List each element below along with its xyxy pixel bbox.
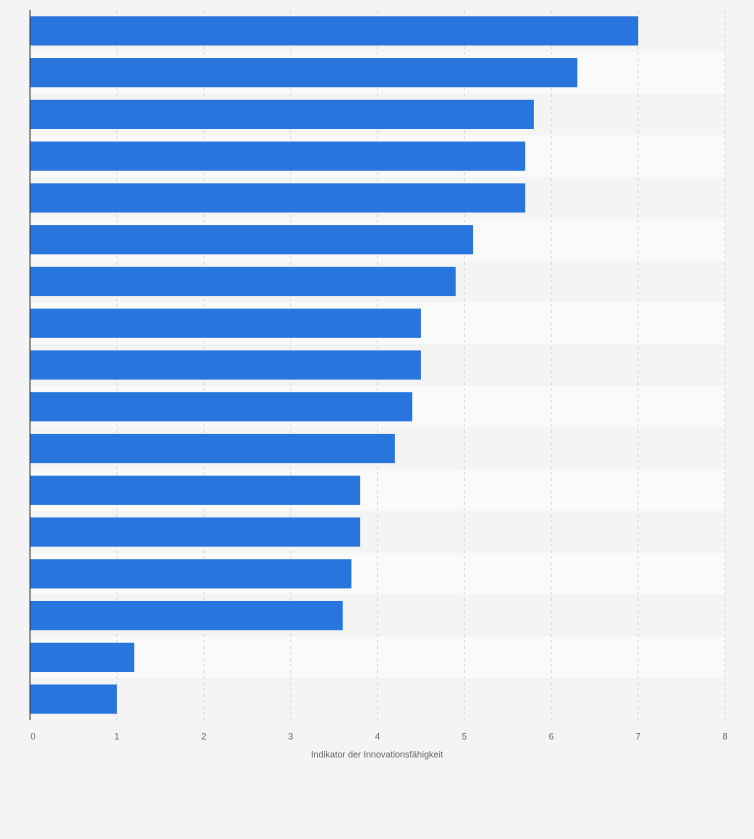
bar bbox=[30, 141, 526, 171]
x-tick-label: 3 bbox=[288, 731, 293, 741]
bar bbox=[30, 433, 395, 464]
bar bbox=[30, 58, 578, 88]
bar bbox=[30, 559, 352, 589]
x-axis-label: Indikator der Innovationsfähigkeit bbox=[311, 749, 444, 759]
bar bbox=[30, 308, 421, 338]
bar bbox=[30, 642, 135, 672]
bar bbox=[30, 183, 526, 213]
bar bbox=[30, 266, 456, 297]
bar bbox=[30, 350, 421, 380]
x-tick-label: 4 bbox=[375, 731, 380, 741]
bar bbox=[30, 99, 534, 130]
bar bbox=[30, 16, 639, 46]
bar bbox=[30, 600, 343, 631]
bar bbox=[30, 225, 474, 255]
x-tick-label: 6 bbox=[549, 731, 554, 741]
x-tick-label: 2 bbox=[201, 731, 206, 741]
x-tick-label: 1 bbox=[114, 731, 119, 741]
x-tick-label: 0 bbox=[30, 731, 35, 741]
bar bbox=[30, 392, 413, 422]
x-tick-label: 5 bbox=[462, 731, 467, 741]
bar bbox=[30, 684, 117, 714]
x-tick-label: 8 bbox=[722, 731, 727, 741]
x-tick-label: 7 bbox=[636, 731, 641, 741]
bar bbox=[30, 517, 361, 547]
bar bbox=[30, 475, 361, 505]
